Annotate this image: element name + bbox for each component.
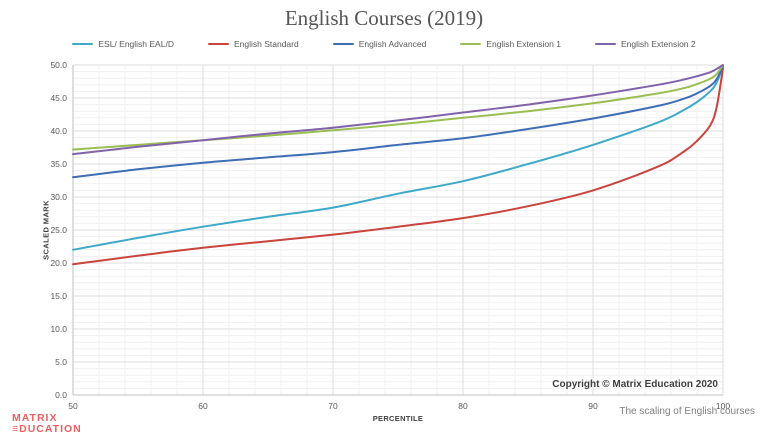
y-tick-label: 10.0 — [50, 324, 67, 334]
matrix-education-logo: MATRIX ≡DUCATION — [12, 413, 82, 434]
series-line-english-advanced — [72, 65, 724, 179]
y-tick-label: 50.0 — [50, 60, 67, 70]
series-line-esl-english-eal-d — [72, 65, 724, 251]
legend-label: English Standard — [233, 39, 299, 49]
x-tick-label: 70 — [328, 401, 338, 411]
y-tick-label: 35.0 — [50, 159, 67, 169]
legend-item-esl-english-eal-d: ESL/ English EAL/D — [72, 39, 174, 49]
x-tick-label: 50 — [68, 401, 78, 411]
legend: ESL/ English EAL/D English Standard Englis… — [0, 39, 768, 49]
legend-line-marker — [207, 42, 229, 46]
y-tick-label: 30.0 — [50, 192, 67, 202]
logo-line-2: ≡DUCATION — [12, 422, 82, 435]
legend-line-marker — [594, 42, 616, 46]
y-tick-label: 5.0 — [55, 357, 67, 367]
x-tick-label: 80 — [458, 401, 468, 411]
series-line-english-extension-2 — [72, 64, 724, 156]
legend-line-marker — [72, 42, 94, 46]
legend-line-marker — [460, 42, 482, 46]
y-tick-label: 20.0 — [50, 258, 67, 268]
legend-line-marker — [332, 42, 354, 46]
chart-caption: The scaling of English courses — [619, 406, 755, 417]
y-tick-label: 25.0 — [50, 225, 67, 235]
y-tick-label: 40.0 — [50, 126, 67, 136]
x-axis-title: PERCENTILE — [372, 414, 424, 423]
chart-title: English Courses (2019) — [284, 6, 484, 30]
legend-item-english-standard: English Standard — [207, 39, 299, 49]
legend-label: English Extension 1 — [486, 39, 561, 49]
y-tick-label: 0.0 — [55, 390, 67, 400]
legend-item-english-extension-1: English Extension 1 — [460, 39, 561, 49]
copyright-note: Copyright © Matrix Education 2020 — [552, 379, 718, 390]
y-tick-label: 15.0 — [50, 291, 67, 301]
legend-label: English Extension 2 — [620, 39, 696, 49]
legend-label: ESL/ English EAL/D — [98, 39, 174, 49]
y-axis-title: SCALED MARK — [41, 200, 51, 260]
logo-line-1: MATRIX — [12, 412, 58, 424]
legend-item-english-advanced: English Advanced — [332, 39, 427, 49]
legend-label: English Advanced — [358, 39, 427, 49]
x-tick-label: 60 — [198, 401, 208, 411]
legend-item-english-extension-2: English Extension 2 — [594, 39, 696, 49]
series-line-english-standard — [72, 67, 724, 266]
x-tick-label: 100 — [715, 401, 731, 411]
y-tick-label: 45.0 — [50, 93, 67, 103]
x-tick-label: 90 — [588, 401, 598, 411]
series-line-english-extension-1 — [72, 64, 724, 151]
